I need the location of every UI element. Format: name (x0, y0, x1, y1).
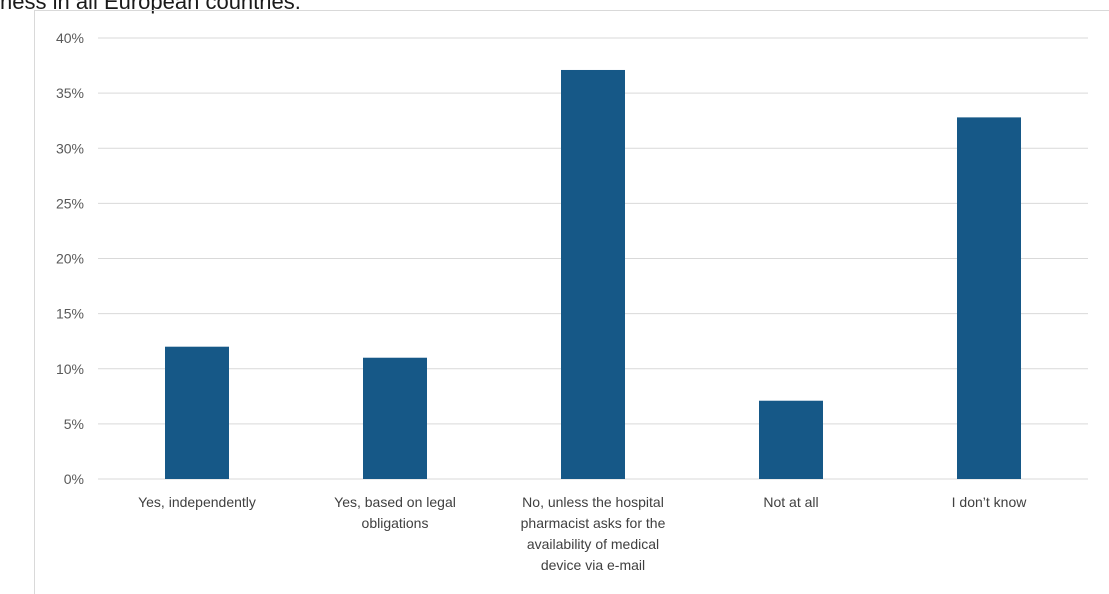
y-tick-label: 35% (56, 85, 84, 101)
x-category-line: Yes, based on legal (334, 494, 456, 510)
x-category-line: No, unless the hospital (522, 494, 664, 510)
y-tick-label: 0% (64, 471, 84, 487)
x-category-line: availability of medical (527, 536, 659, 552)
y-axis-ticks: 0% 5% 10% 15% 20% 25% 30% 35% 40% (56, 30, 84, 487)
x-category-label: Yes, based on legal obligations (334, 494, 456, 531)
y-tick-label: 5% (64, 416, 84, 432)
y-tick-label: 25% (56, 195, 84, 211)
bar-0 (165, 346, 229, 479)
bars (165, 69, 1021, 479)
y-tick-label: 20% (56, 251, 84, 267)
x-category-line: Yes, independently (138, 494, 256, 510)
bar-4 (957, 117, 1021, 479)
x-category-line: I don’t know (952, 494, 1028, 510)
x-category-line: obligations (362, 515, 429, 531)
bar-2 (561, 69, 625, 479)
x-category-label: I don’t know (952, 494, 1028, 510)
y-tick-label: 40% (56, 30, 84, 46)
chart-frame (34, 10, 1109, 594)
x-category-line: device via e-mail (541, 557, 645, 573)
y-tick-label: 10% (56, 361, 84, 377)
x-category-label: No, unless the hospital pharmacist asks f… (521, 494, 666, 573)
x-category-line: Not at all (763, 494, 818, 510)
y-tick-label: 30% (56, 140, 84, 156)
x-category-label: Not at all (763, 494, 818, 510)
x-axis-categories: Yes, independently Yes, based on legal obl… (138, 494, 1027, 573)
x-category-line: pharmacist asks for the (521, 515, 666, 531)
x-category-label: Yes, independently (138, 494, 256, 510)
bar-1 (363, 357, 427, 479)
bar-3 (759, 400, 823, 479)
y-tick-label: 15% (56, 306, 84, 322)
